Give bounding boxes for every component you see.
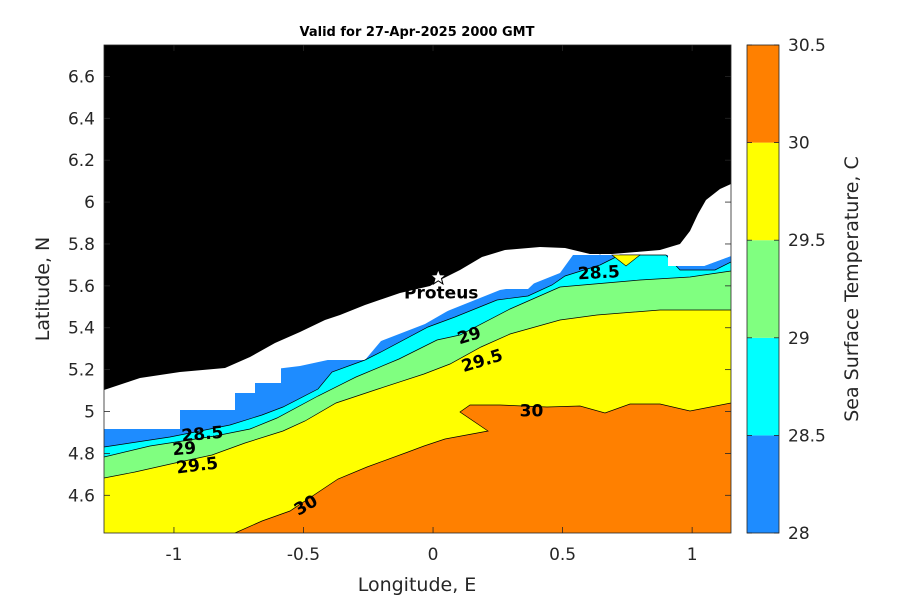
isotherm-30 xyxy=(234,402,731,533)
x-axis-label: Longitude, E xyxy=(358,574,477,596)
contour-label: 29 xyxy=(172,438,197,460)
y-tick-label: 5.2 xyxy=(68,361,95,381)
contour-label: 28.5 xyxy=(577,262,620,284)
y-tick-label: 4.8 xyxy=(68,444,95,464)
colorbar-frame xyxy=(746,44,780,534)
x-tick-label: 0 xyxy=(428,545,439,565)
station-label: Proteus xyxy=(404,283,478,303)
colorbar-tick-label: 28.5 xyxy=(788,426,826,446)
land-islet xyxy=(596,230,604,255)
colorbar-swatch xyxy=(747,240,779,338)
colorbar-swatch xyxy=(747,45,779,143)
y-tick-label: 6 xyxy=(84,193,95,213)
colorbar-tick-label: 29.5 xyxy=(788,231,826,251)
contour-label: 28.5 xyxy=(181,423,225,447)
x-tick-label: -1 xyxy=(165,545,182,565)
isotherm-29.5 xyxy=(104,309,731,479)
colorbar-swatch xyxy=(747,142,779,241)
contour-label: 30 xyxy=(520,402,544,422)
x-axis: -1 -0.5 0 0.5 1 xyxy=(165,45,698,565)
y-tick-label: 6.2 xyxy=(68,151,95,171)
station-marker: Proteus xyxy=(404,268,478,303)
colorbar-swatch xyxy=(747,337,779,436)
y-tick-label: 5 xyxy=(84,403,95,423)
colorbar-tick-label: 28 xyxy=(788,524,810,544)
isotherm-28.5 xyxy=(104,254,731,448)
y-axis-label: Latitude, N xyxy=(32,237,54,342)
colorbar-tick-label: 29 xyxy=(788,329,810,349)
x-tick-label: -0.5 xyxy=(287,545,320,565)
y-tick-label: 5.6 xyxy=(68,277,95,297)
y-tick-label: 5.8 xyxy=(68,235,95,255)
y-tick-label: 6.4 xyxy=(68,109,95,129)
colorbar-tick-label: 30 xyxy=(788,134,810,154)
x-tick-label: 0.5 xyxy=(549,545,576,565)
warm-pocket xyxy=(611,254,641,267)
y-tick-label: 6.6 xyxy=(68,67,95,87)
colorbar-tick-label: 30.5 xyxy=(788,36,826,56)
isotherm-29 xyxy=(104,270,731,458)
y-tick-label: 5.4 xyxy=(68,319,95,339)
colorbar-label: Sea Surface Temperature, C xyxy=(841,156,863,422)
y-axis: 4.6 4.8 5 5.2 5.4 5.6 5.8 6 6.2 6.4 6.6 xyxy=(68,67,731,506)
colorbar-swatch xyxy=(747,435,779,533)
sst-band-30-30.5 xyxy=(235,403,731,533)
land-mask xyxy=(104,45,731,390)
x-tick-label: 1 xyxy=(687,545,698,565)
plot-area xyxy=(104,45,731,533)
star-icon xyxy=(429,268,448,286)
plot-frame xyxy=(103,44,732,534)
colorbar: 28 28.5 29 29.5 30 30.5 xyxy=(747,36,826,544)
chart-title: Valid for 27-Apr-2025 2000 GMT xyxy=(300,25,535,40)
y-tick-label: 4.6 xyxy=(68,486,95,506)
isotherm-lines xyxy=(104,254,731,533)
